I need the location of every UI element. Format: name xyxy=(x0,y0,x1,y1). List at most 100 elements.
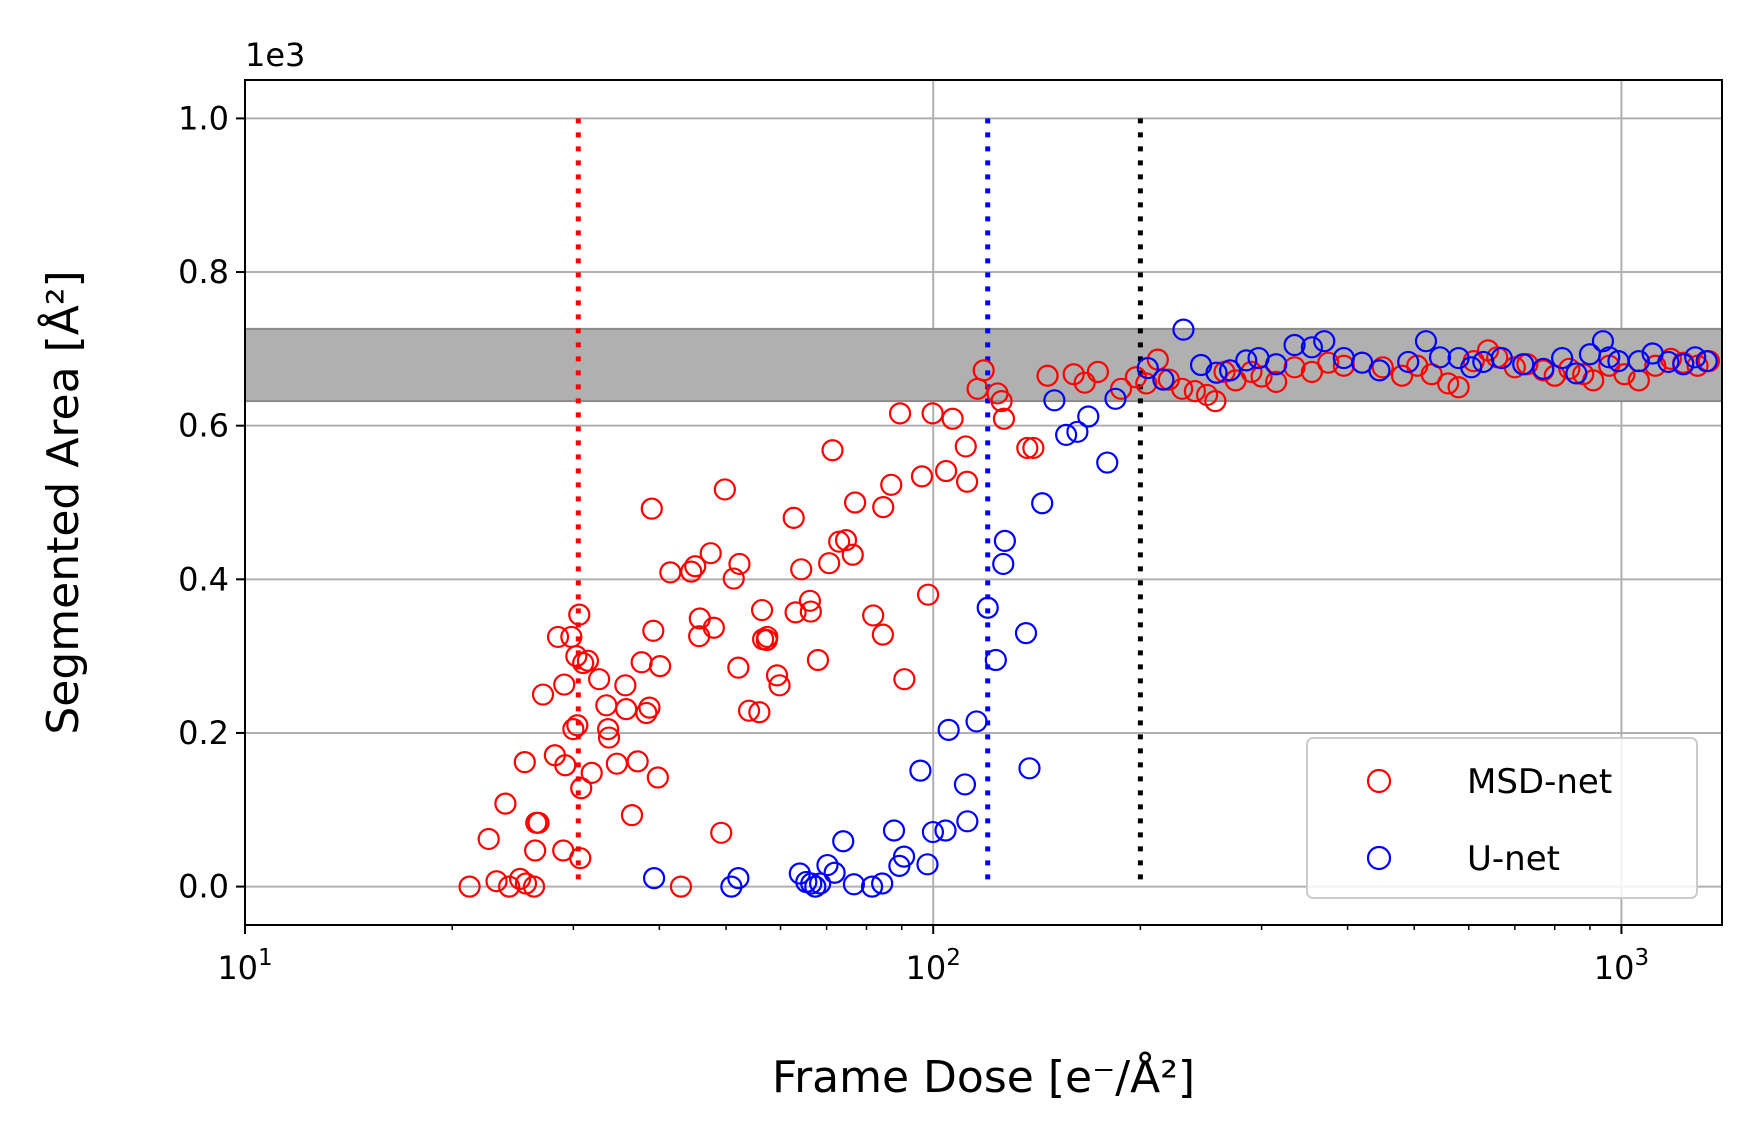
legend-label: U-net xyxy=(1467,839,1560,879)
data-point xyxy=(1218,359,1242,382)
data-point xyxy=(727,656,750,679)
data-point xyxy=(784,601,807,624)
data-point xyxy=(1036,364,1059,387)
data-point xyxy=(458,875,481,898)
data-point xyxy=(798,589,822,612)
data-point xyxy=(816,853,839,877)
legend: MSD-net U-net xyxy=(1306,737,1698,899)
data-point xyxy=(1460,356,1483,379)
y-tick-label: 0.6 xyxy=(178,407,229,445)
data-point xyxy=(614,674,637,697)
data-point xyxy=(750,598,774,622)
data-point xyxy=(565,645,588,668)
data-point xyxy=(1300,336,1323,359)
data-point xyxy=(642,867,666,890)
data-point xyxy=(597,718,620,741)
data-point xyxy=(1265,353,1288,376)
data-point xyxy=(1313,330,1336,353)
data-point xyxy=(1414,330,1438,353)
data-point xyxy=(527,811,550,834)
data-point xyxy=(1428,346,1452,369)
threshold-lines xyxy=(575,118,1143,887)
data-point xyxy=(569,847,592,870)
data-point xyxy=(1062,363,1085,386)
data-points xyxy=(458,318,1721,898)
y-tick-label: 0.4 xyxy=(178,560,229,598)
data-point xyxy=(638,696,661,719)
data-point xyxy=(909,759,932,782)
data-point xyxy=(522,875,546,898)
data-point xyxy=(1055,423,1078,446)
data-point xyxy=(862,604,885,627)
data-point xyxy=(597,726,621,749)
data-point xyxy=(1672,353,1695,376)
data-point xyxy=(713,478,736,501)
data-point xyxy=(953,773,977,796)
data-point xyxy=(1104,387,1127,410)
data-point xyxy=(954,435,977,458)
data-point xyxy=(1332,354,1355,377)
data-point xyxy=(669,875,693,898)
data-point xyxy=(800,872,823,895)
data-point xyxy=(1135,372,1158,395)
data-point xyxy=(1300,360,1323,384)
data-point xyxy=(841,543,864,566)
data-point xyxy=(1684,346,1707,369)
data-point xyxy=(1096,451,1119,474)
legend-label: MSD-net xyxy=(1467,762,1612,802)
x-tick-label: 103 xyxy=(1594,945,1649,987)
data-point xyxy=(580,761,603,785)
data-point xyxy=(804,875,827,898)
data-point xyxy=(955,470,979,493)
data-point xyxy=(531,683,555,706)
data-point xyxy=(1022,436,1045,460)
data-point xyxy=(699,542,722,565)
x-tick-label: 101 xyxy=(217,945,272,987)
data-point xyxy=(1447,376,1470,399)
data-point xyxy=(728,552,751,576)
data-point xyxy=(1317,351,1340,374)
data-point xyxy=(993,529,1016,553)
data-point xyxy=(1695,350,1718,373)
data-point xyxy=(727,867,750,890)
data-point xyxy=(684,555,707,578)
data-point xyxy=(1265,370,1288,393)
data-point xyxy=(972,359,995,382)
data-point xyxy=(916,853,939,876)
data-point xyxy=(1014,621,1038,645)
data-point xyxy=(588,668,611,691)
data-point xyxy=(524,839,547,862)
plot-frame xyxy=(244,79,1723,926)
data-point xyxy=(1018,757,1041,780)
data-point xyxy=(941,407,964,430)
data-point xyxy=(818,552,841,575)
data-point xyxy=(1136,356,1159,380)
data-point xyxy=(871,872,894,895)
data-point xyxy=(1086,360,1110,384)
data-point xyxy=(821,439,844,462)
data-point xyxy=(921,820,945,844)
data-point xyxy=(1490,346,1513,370)
data-point xyxy=(1183,380,1206,403)
y-tick-label: 0.2 xyxy=(178,714,229,752)
data-point xyxy=(992,407,1016,430)
data-point xyxy=(834,529,858,552)
data-point xyxy=(765,664,789,687)
data-point xyxy=(680,560,703,583)
data-point xyxy=(1613,363,1636,386)
x-tick-label: 102 xyxy=(906,945,961,987)
y-offset-label: 1e3 xyxy=(245,36,305,74)
data-point xyxy=(477,827,500,851)
data-point xyxy=(892,845,916,868)
data-point xyxy=(1172,318,1195,341)
data-point xyxy=(553,673,576,696)
legend-box xyxy=(1306,737,1698,899)
data-point xyxy=(1066,420,1089,443)
data-point xyxy=(888,402,912,425)
data-point xyxy=(934,819,957,842)
data-point xyxy=(570,777,593,800)
data-point xyxy=(990,390,1013,413)
data-point xyxy=(934,459,958,483)
data-point xyxy=(513,751,536,774)
